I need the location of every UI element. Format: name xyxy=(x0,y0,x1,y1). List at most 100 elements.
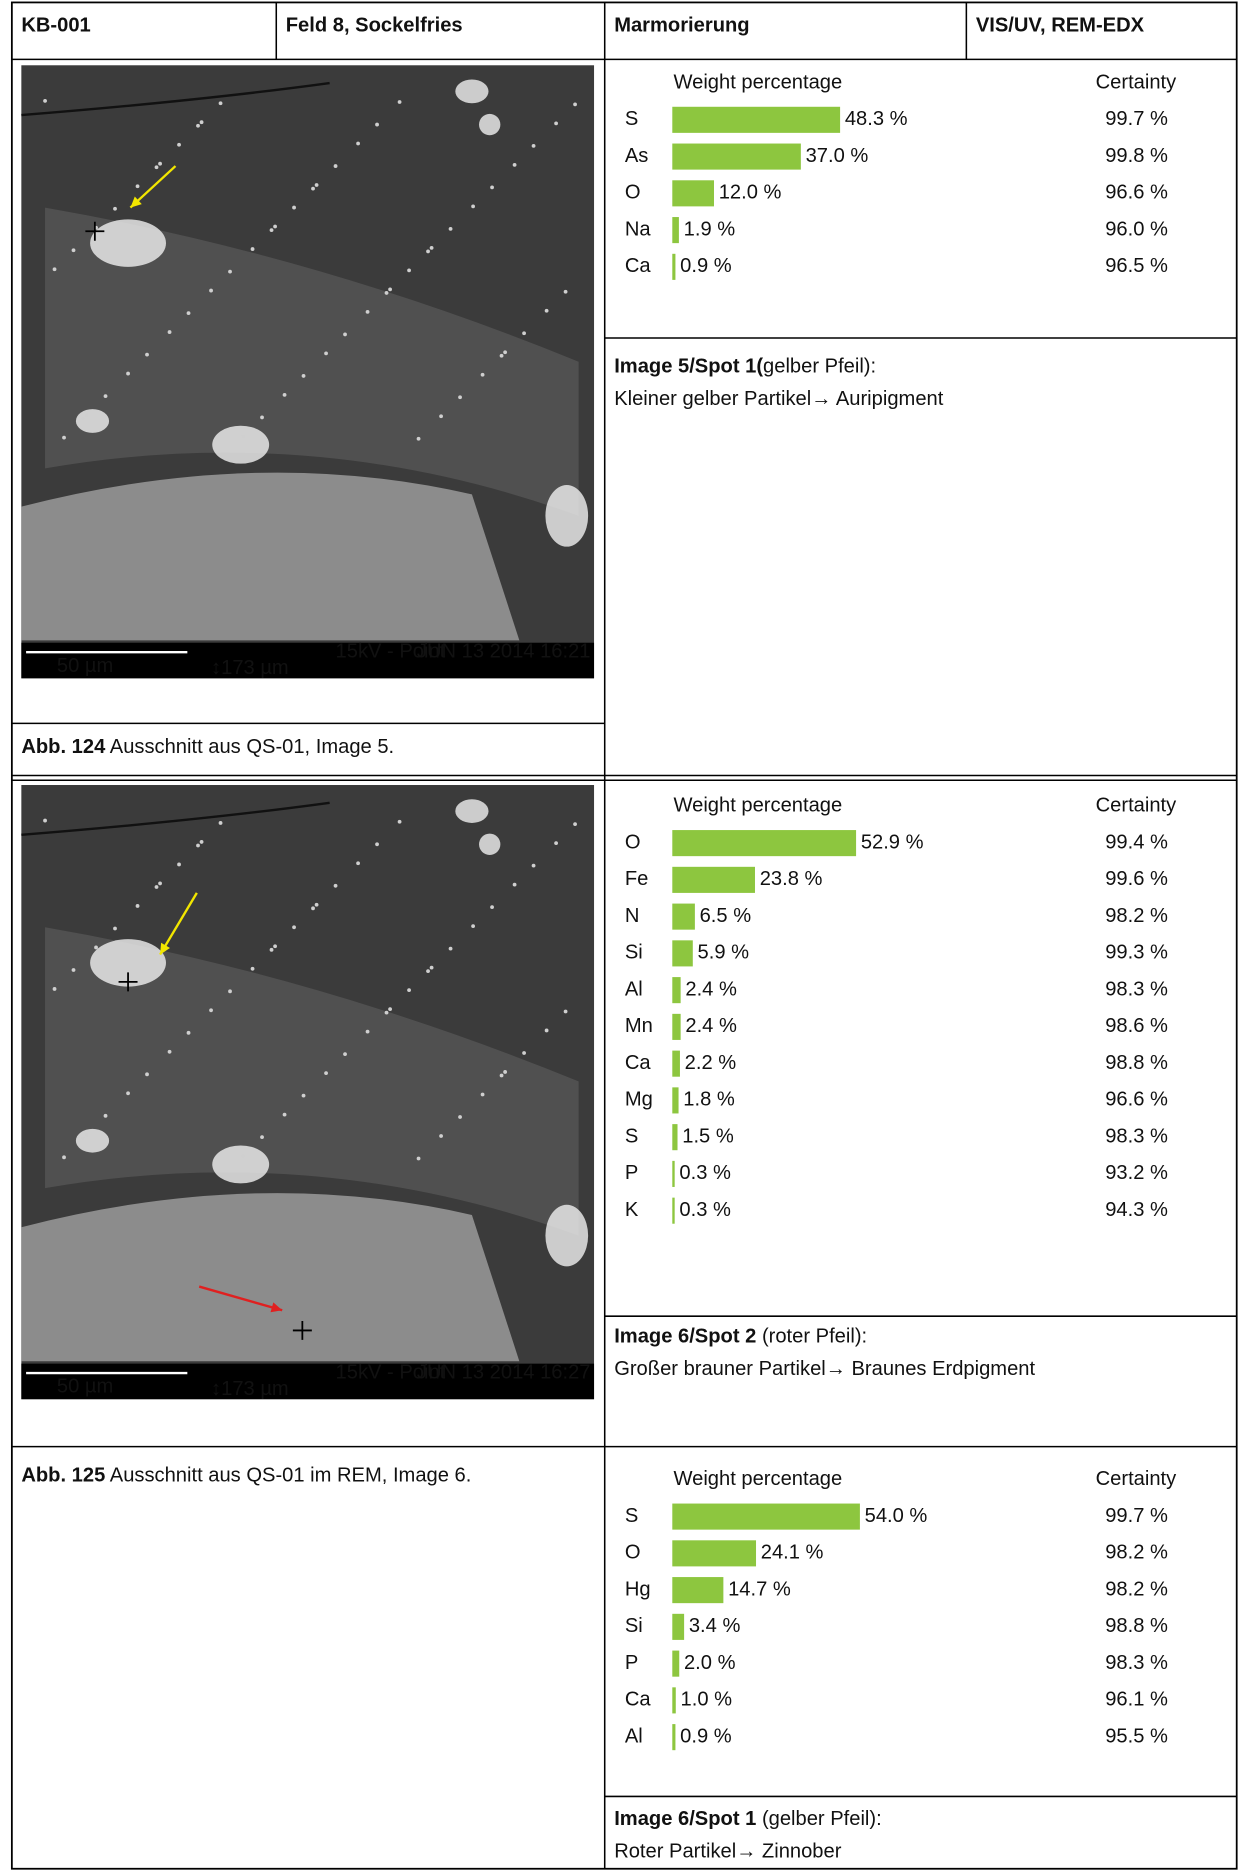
speck xyxy=(512,882,517,887)
element-label: P xyxy=(625,1652,638,1674)
speck xyxy=(490,185,494,190)
speck xyxy=(260,415,264,420)
certainty-value: 96.5 % xyxy=(1105,255,1168,277)
spot-note: (gelber Pfeil): xyxy=(756,1808,881,1830)
speck xyxy=(62,1155,66,1160)
header-cell: Feld 8, Sockelfries xyxy=(286,14,463,36)
speck xyxy=(282,393,287,397)
speck xyxy=(416,436,421,441)
particle xyxy=(479,833,501,855)
bar xyxy=(672,253,676,280)
element-label: O xyxy=(625,831,641,853)
certainty-value: 96.1 % xyxy=(1105,1689,1168,1711)
certainty-value: 98.3 % xyxy=(1105,1652,1168,1674)
crosshair xyxy=(118,972,138,992)
speck xyxy=(292,925,296,930)
speck xyxy=(388,287,392,292)
speck xyxy=(544,1028,549,1033)
speck xyxy=(365,1029,370,1034)
spot-title: Image 6/Spot 2 (roter Pfeil): xyxy=(614,1326,867,1348)
speck xyxy=(52,987,57,991)
certainty-value: 98.2 % xyxy=(1105,905,1168,927)
speck xyxy=(196,843,200,848)
scale-strip xyxy=(21,642,595,679)
speck xyxy=(218,821,223,825)
certainty-value: 99.4 % xyxy=(1105,831,1168,853)
speck xyxy=(199,120,204,125)
element-label: O xyxy=(625,1542,641,1564)
speck xyxy=(71,248,76,253)
speck xyxy=(480,372,485,377)
arrow-head xyxy=(160,942,170,955)
speck xyxy=(250,966,255,971)
speck xyxy=(228,269,232,274)
particle xyxy=(545,1204,589,1267)
speck xyxy=(356,861,360,866)
speck xyxy=(343,332,347,337)
certainty-value: 93.2 % xyxy=(1105,1162,1168,1184)
certainty-value: 95.5 % xyxy=(1105,1725,1168,1747)
speck xyxy=(250,247,255,251)
mode-label: 15kV - Point xyxy=(336,641,446,663)
speck xyxy=(503,350,508,355)
element-label: Mg xyxy=(625,1089,653,1111)
particle xyxy=(455,79,489,104)
speck xyxy=(490,905,494,910)
certainty-header: Certainty xyxy=(1096,71,1178,93)
speck xyxy=(563,289,568,294)
field-label: ↕173 µm xyxy=(211,657,289,679)
bar xyxy=(672,180,714,207)
element-label: S xyxy=(625,1505,638,1527)
speck xyxy=(81,416,85,421)
speck xyxy=(356,141,360,146)
value-label: 52.9 % xyxy=(861,831,924,853)
value-label: 1.9 % xyxy=(684,218,736,240)
mode-label: 15kV - Point xyxy=(336,1361,446,1383)
spot-result: Kleiner gelber Partikel→ Auripigment xyxy=(614,388,944,410)
certainty-value: 96.6 % xyxy=(1105,1089,1168,1111)
speck xyxy=(273,944,277,949)
speck xyxy=(522,1051,526,1055)
speck xyxy=(135,184,140,189)
speck xyxy=(397,819,402,824)
speck xyxy=(324,1071,328,1076)
element-label: Ca xyxy=(625,1052,652,1074)
speck xyxy=(499,1073,504,1078)
caption-label: Abb. 124 xyxy=(21,737,106,759)
spot-title: Image 5/Spot 1(gelber Pfeil): xyxy=(614,356,876,378)
value-label: 37.0 % xyxy=(806,145,869,167)
bar xyxy=(672,1724,676,1751)
bar xyxy=(672,977,681,1004)
bar xyxy=(672,1087,679,1114)
certainty-header: Certainty xyxy=(1096,1468,1178,1490)
particle xyxy=(90,219,166,267)
speck xyxy=(145,352,149,357)
bar xyxy=(672,1613,685,1640)
speck xyxy=(145,1072,149,1077)
certainty-value: 96.0 % xyxy=(1105,218,1168,240)
element-label: N xyxy=(625,905,640,927)
value-label: 1.0 % xyxy=(681,1689,733,1711)
caption-label: Abb. 125 xyxy=(21,1465,105,1487)
certainty-value: 99.7 % xyxy=(1105,108,1168,130)
particle xyxy=(212,1145,270,1184)
particle xyxy=(479,113,501,136)
element-label: Al xyxy=(625,978,643,1000)
value-header: Weight percentage xyxy=(673,795,842,817)
spot-label: Image 6/Spot 2 xyxy=(614,1326,756,1348)
speck xyxy=(314,183,319,187)
certainty-value: 98.3 % xyxy=(1105,1125,1168,1147)
bar xyxy=(672,143,801,170)
speck xyxy=(84,413,89,417)
value-label: 6.5 % xyxy=(700,905,752,927)
arrow xyxy=(198,1285,283,1312)
speck xyxy=(439,414,443,419)
element-label: As xyxy=(625,145,649,167)
speck xyxy=(94,945,98,950)
value-label: 0.3 % xyxy=(679,1162,731,1184)
speck xyxy=(375,122,379,127)
speck xyxy=(241,434,245,439)
speck xyxy=(554,841,558,846)
element-label: Ca xyxy=(625,255,652,277)
bar xyxy=(672,1687,676,1714)
